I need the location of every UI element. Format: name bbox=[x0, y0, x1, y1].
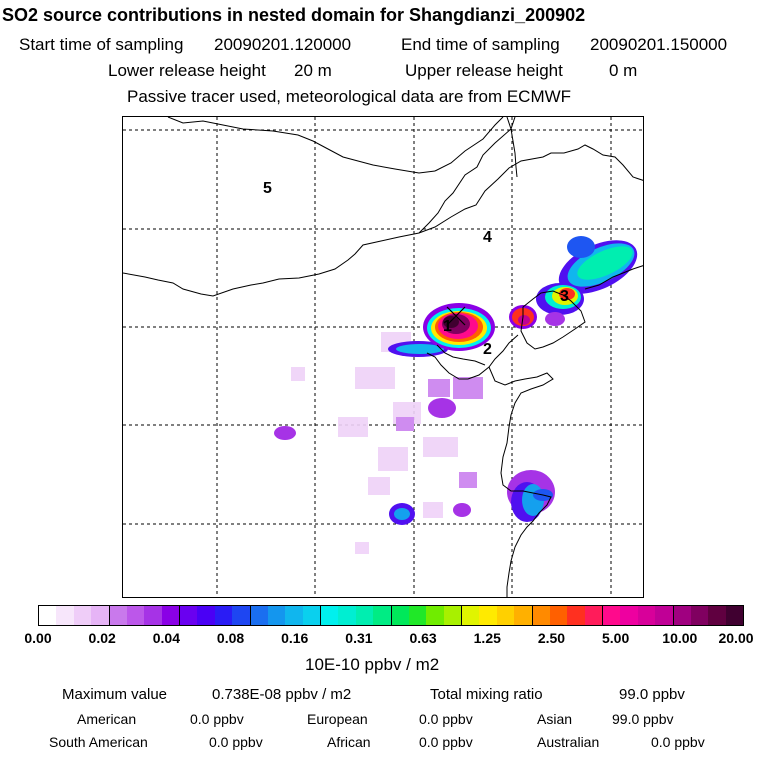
colorbar-tick-label: 1.25 bbox=[473, 630, 501, 646]
receptor-marker bbox=[446, 306, 466, 326]
tracer-note: Passive tracer used, meteorological data… bbox=[127, 87, 572, 106]
european-label: European bbox=[307, 711, 368, 727]
colorbar-swatch bbox=[267, 606, 286, 625]
colorbar-swatch bbox=[126, 606, 145, 625]
colorbar-tick-label: 2.50 bbox=[537, 630, 566, 646]
colorbar-tick-label: 10.00 bbox=[662, 630, 698, 646]
colorbar-tick-label: 0.63 bbox=[409, 630, 437, 646]
colorbar-swatch bbox=[408, 606, 427, 625]
south-american-label: South American bbox=[49, 734, 148, 750]
asian-value: 99.0 ppbv bbox=[612, 711, 674, 727]
south-american-value: 0.0 ppbv bbox=[209, 734, 263, 750]
colorbar-swatch bbox=[285, 606, 303, 625]
colorbar-swatch bbox=[39, 606, 57, 625]
colorbar-swatch bbox=[338, 606, 356, 625]
european-value: 0.0 ppbv bbox=[419, 711, 473, 727]
colorbar bbox=[38, 605, 744, 626]
total-mixing-value: 99.0 ppbv bbox=[619, 686, 685, 703]
colorbar-swatch bbox=[549, 606, 568, 625]
colorbar-tick-label: 5.00 bbox=[602, 630, 630, 646]
region-label-1: 1 bbox=[443, 318, 452, 335]
colorbar-swatch bbox=[73, 606, 92, 625]
colorbar-swatch bbox=[496, 606, 515, 625]
colorbar-swatch bbox=[214, 606, 233, 625]
colorbar-swatch bbox=[91, 606, 109, 625]
colorbar-swatch bbox=[373, 606, 391, 625]
african-value: 0.0 ppbv bbox=[419, 734, 473, 750]
concentration-field bbox=[274, 236, 638, 554]
colorbar-swatch bbox=[197, 606, 215, 625]
colorbar-swatch bbox=[531, 606, 550, 625]
region-label-5: 5 bbox=[263, 180, 272, 197]
start-time-label: Start time of sampling bbox=[19, 35, 184, 54]
lat-lon-grid bbox=[123, 117, 643, 597]
colorbar-swatch bbox=[672, 606, 691, 625]
colorbar-swatch bbox=[355, 606, 374, 625]
colorbar-tick-label: 0.04 bbox=[152, 630, 180, 646]
australian-label: Australian bbox=[537, 734, 600, 750]
colorbar-swatch bbox=[144, 606, 162, 625]
region-label-4: 4 bbox=[483, 229, 492, 246]
upper-release-label: Upper release height bbox=[405, 61, 563, 80]
colorbar-unit: 10E-10 ppbv / m2 bbox=[305, 655, 440, 674]
max-value-label: Maximum value bbox=[62, 686, 168, 703]
colorbar-swatch bbox=[584, 606, 602, 625]
colorbar-swatch bbox=[390, 606, 409, 625]
start-time-value: 20090201.120000 bbox=[214, 35, 352, 54]
end-time-label: End time of sampling bbox=[401, 35, 560, 54]
colorbar-tick-label: 0.16 bbox=[281, 630, 309, 646]
end-time-value: 20090201.150000 bbox=[590, 35, 728, 54]
colorbar-swatch bbox=[249, 606, 268, 625]
colorbar-swatch bbox=[620, 606, 638, 625]
map-panel: 5 4 3 1 2 bbox=[122, 116, 644, 598]
colorbar-swatch bbox=[655, 606, 673, 625]
colorbar-tick-label: 0.31 bbox=[345, 630, 373, 646]
colorbar-swatch bbox=[725, 606, 743, 625]
colorbar-tick-label: 0.00 bbox=[24, 630, 52, 646]
map-canvas: 5 4 3 1 2 bbox=[123, 117, 643, 597]
colorbar-swatch bbox=[179, 606, 198, 625]
colorbar-swatch bbox=[514, 606, 532, 625]
american-value: 0.0 ppbv bbox=[190, 711, 244, 727]
australian-value: 0.0 ppbv bbox=[651, 734, 705, 750]
colorbar-swatch bbox=[302, 606, 320, 625]
region-label-3: 3 bbox=[560, 288, 569, 305]
colorbar-swatch bbox=[567, 606, 585, 625]
colorbar-swatch bbox=[461, 606, 480, 625]
colorbar-swatch bbox=[637, 606, 656, 625]
american-label: American bbox=[77, 711, 137, 727]
colorbar-tick-label: 0.08 bbox=[216, 630, 245, 646]
total-mixing-label: Total mixing ratio bbox=[430, 686, 543, 703]
colorbar-tick-label: 20.00 bbox=[718, 630, 754, 646]
colorbar-tick-label: 0.02 bbox=[88, 630, 116, 646]
lower-release-label: Lower release height bbox=[108, 61, 266, 80]
colorbar-swatch bbox=[690, 606, 709, 625]
colorbar-swatch bbox=[602, 606, 621, 625]
map-title: SO2 source contributions in nested domai… bbox=[2, 5, 586, 25]
region-label-2: 2 bbox=[483, 341, 492, 358]
upper-release-value: 0 m bbox=[609, 61, 638, 80]
african-label: African bbox=[327, 734, 371, 750]
colorbar-swatch bbox=[443, 606, 461, 625]
lower-release-value: 20 m bbox=[294, 61, 332, 80]
colorbar-swatch bbox=[320, 606, 339, 625]
max-value: 0.738E-08 ppbv / m2 bbox=[212, 686, 352, 703]
colorbar-swatch bbox=[108, 606, 127, 625]
colorbar-swatch bbox=[161, 606, 179, 625]
colorbar-swatch bbox=[479, 606, 497, 625]
asian-label: Asian bbox=[537, 711, 573, 727]
colorbar-swatch bbox=[56, 606, 74, 625]
coastlines bbox=[123, 117, 643, 597]
colorbar-swatch bbox=[708, 606, 726, 625]
colorbar-swatch bbox=[426, 606, 444, 625]
colorbar-swatch bbox=[232, 606, 250, 625]
